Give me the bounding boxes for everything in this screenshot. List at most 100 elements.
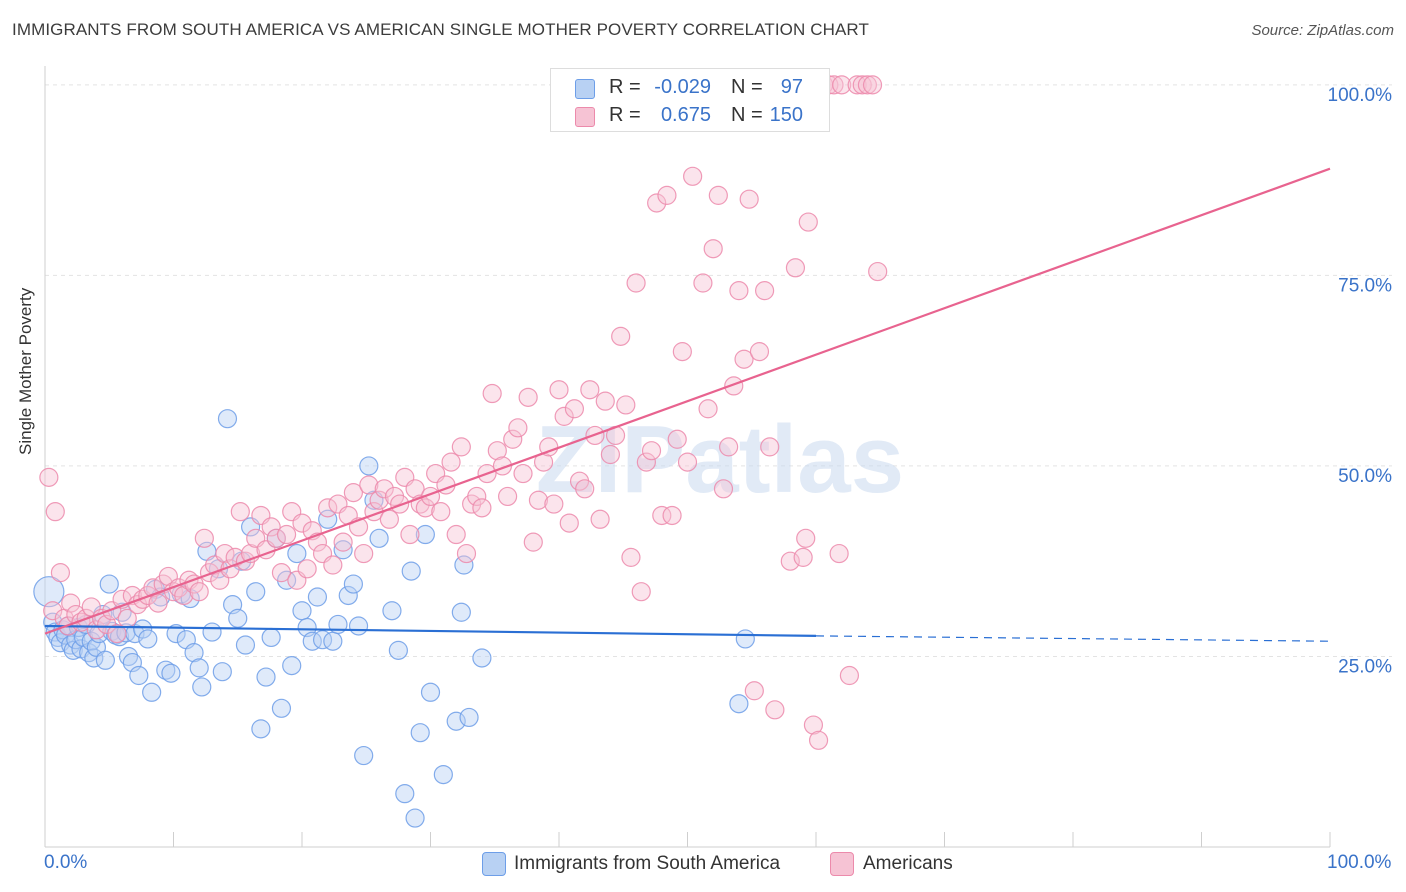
- point-immigrants: [212, 662, 232, 682]
- point-immigrants: [251, 719, 271, 739]
- point-americans: [482, 383, 502, 404]
- pink-swatch-icon: [830, 852, 854, 876]
- point-immigrants: [287, 543, 307, 564]
- point-americans: [446, 524, 466, 545]
- point-americans: [297, 559, 317, 579]
- point-americans: [559, 513, 579, 533]
- blue-swatch-icon: [482, 852, 506, 876]
- point-immigrants: [95, 650, 115, 670]
- point-americans: [61, 593, 81, 613]
- point-americans: [631, 582, 651, 602]
- point-americans: [641, 441, 662, 461]
- point-americans: [785, 258, 806, 278]
- blue-swatch-icon: [575, 79, 595, 99]
- point-americans: [662, 505, 682, 526]
- point-americans: [292, 513, 312, 533]
- point-americans: [754, 281, 775, 301]
- point-americans: [621, 547, 641, 567]
- point-immigrants: [420, 682, 441, 702]
- point-americans: [50, 563, 71, 583]
- point-immigrants: [333, 540, 353, 560]
- point-americans: [600, 444, 621, 465]
- point-americans: [636, 452, 656, 472]
- r-label: R =: [609, 104, 641, 126]
- point-americans: [749, 342, 770, 362]
- point-americans: [626, 273, 646, 293]
- point-immigrants: [129, 665, 149, 686]
- point-americans: [808, 730, 829, 750]
- point-immigrants: [472, 648, 492, 668]
- point-americans: [549, 380, 569, 400]
- point-immigrants: [138, 629, 158, 649]
- legend-label: Immigrants from South America: [514, 853, 781, 874]
- y-axis-label: Single Mother Poverty: [16, 287, 35, 455]
- point-immigrants: [343, 574, 363, 594]
- r-value: -0.029: [654, 76, 711, 98]
- point-americans: [698, 399, 718, 419]
- point-americans: [652, 505, 672, 526]
- point-americans: [832, 75, 852, 95]
- point-americans: [703, 239, 723, 259]
- point-americans: [508, 418, 528, 438]
- point-americans: [780, 551, 800, 571]
- point-americans: [672, 342, 692, 362]
- point-americans: [829, 543, 849, 564]
- point-americans: [523, 532, 543, 552]
- legend-row-americans: R = 0.675 N = 150: [551, 101, 829, 129]
- point-immigrants: [282, 656, 302, 676]
- point-americans: [148, 593, 168, 613]
- point-americans: [852, 75, 872, 95]
- point-immigrants: [202, 622, 222, 642]
- point-immigrants: [99, 574, 119, 594]
- x-tick-min: 0.0%: [44, 852, 88, 873]
- n-label: N =: [731, 104, 763, 126]
- point-immigrants: [271, 698, 292, 718]
- point-americans: [647, 193, 667, 213]
- point-americans: [456, 543, 477, 564]
- r-label: R =: [609, 76, 641, 98]
- point-immigrants: [142, 682, 162, 702]
- r-value: 0.675: [660, 104, 711, 126]
- point-americans: [847, 75, 867, 95]
- chart-title: IMMIGRANTS FROM SOUTH AMERICA VS AMERICA…: [12, 20, 869, 39]
- point-americans: [374, 479, 394, 499]
- y-tick-label: 75.0%: [1338, 275, 1392, 296]
- point-immigrants: [302, 631, 322, 651]
- point-americans: [359, 475, 379, 495]
- point-americans: [677, 452, 698, 472]
- point-immigrants: [729, 694, 749, 714]
- point-americans: [564, 399, 585, 419]
- point-americans: [400, 524, 420, 545]
- point-americans: [343, 483, 363, 503]
- point-americans: [798, 212, 818, 232]
- point-immigrants: [410, 723, 430, 743]
- point-immigrants: [405, 808, 425, 828]
- watermark: ZIPatlas: [536, 406, 904, 513]
- point-immigrants: [256, 667, 276, 687]
- point-immigrants: [217, 409, 238, 429]
- point-americans: [765, 700, 785, 720]
- point-americans: [415, 498, 435, 518]
- point-immigrants: [395, 784, 415, 804]
- point-immigrants: [451, 602, 471, 622]
- point-americans: [503, 429, 523, 449]
- point-americans: [544, 494, 564, 514]
- series-immigrants-points: [33, 409, 755, 828]
- point-immigrants: [261, 627, 281, 648]
- point-americans: [611, 326, 631, 346]
- point-immigrants: [81, 631, 101, 651]
- point-immigrants: [246, 582, 266, 602]
- y-tick-label: 25.0%: [1338, 656, 1392, 677]
- grid-lines: [45, 84, 1392, 657]
- correlation-legend: R = -0.029 N = 97 R = 0.675 N = 150: [550, 68, 830, 132]
- point-americans: [868, 261, 888, 282]
- point-immigrants: [184, 643, 204, 663]
- point-americans: [276, 524, 297, 545]
- point-immigrants: [454, 555, 474, 575]
- point-americans: [379, 509, 399, 529]
- point-immigrants: [307, 587, 328, 607]
- x-tick-max: 100.0%: [1327, 852, 1392, 873]
- source-label: Source: ZipAtlas.com: [1251, 22, 1394, 39]
- point-americans: [796, 528, 816, 548]
